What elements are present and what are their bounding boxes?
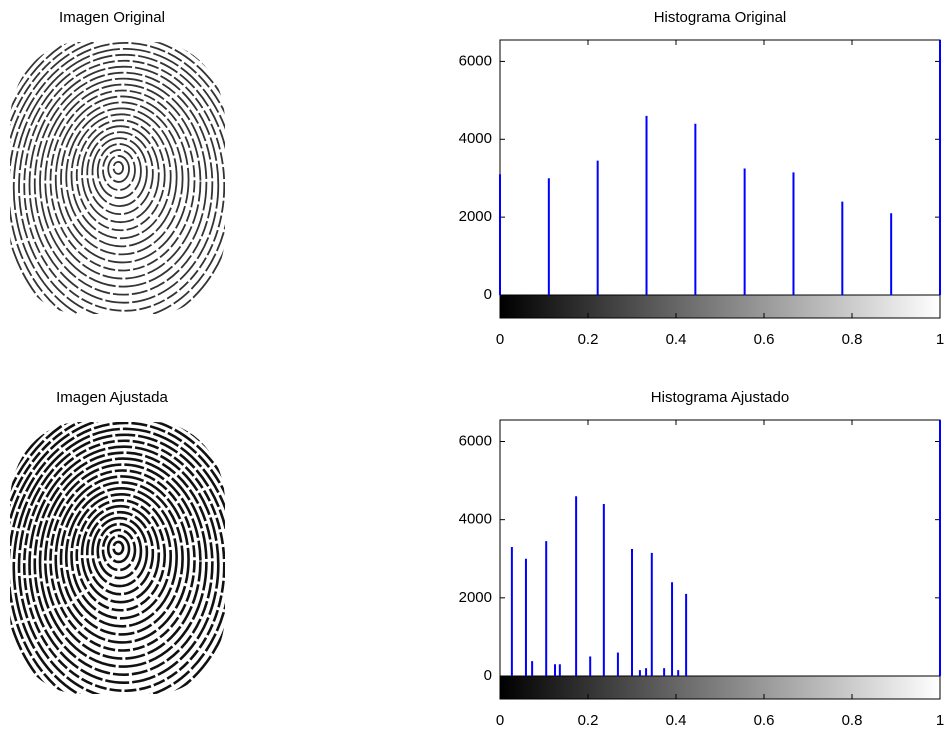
y-tick-label: 2000	[459, 589, 492, 606]
x-tick-label: 0.8	[842, 331, 863, 348]
chart-title: Histograma Ajustado	[651, 389, 789, 406]
x-tick-label: 0.8	[842, 712, 863, 729]
fingerprint-image	[10, 422, 225, 694]
x-tick-label: 1	[936, 712, 944, 729]
y-tick-label: 2000	[459, 208, 492, 225]
axes-box	[499, 39, 941, 296]
chart-title: Histograma Original	[654, 9, 787, 26]
x-tick-label: 0.6	[754, 712, 775, 729]
x-tick-label: 0	[496, 712, 504, 729]
y-tick-label: 6000	[459, 432, 492, 449]
image-title: Imagen Ajustada	[56, 389, 168, 406]
y-tick-label: 6000	[459, 52, 492, 69]
x-tick-label: 0.2	[578, 331, 599, 348]
y-tick-label: 4000	[459, 130, 492, 147]
histogram-axes: Histograma Ajustado 0 2000 4000 6000 0 0.2 0.4 0…	[459, 389, 945, 729]
x-tick-label: 0.2	[578, 712, 599, 729]
y-tick-label: 4000	[459, 511, 492, 528]
colorbar	[499, 675, 941, 700]
x-tick-label: 0.4	[666, 331, 687, 348]
x-tick-label: 1	[936, 331, 944, 348]
x-tick-label: 0.4	[666, 712, 687, 729]
histogram-axes: Histograma Original 0 2000 4000 6000 0 0.2 0.4 0…	[459, 9, 945, 348]
x-tick-label: 0	[496, 331, 504, 348]
y-tick-label: 0	[484, 286, 492, 303]
y-tick-label: 0	[484, 667, 492, 684]
axes-box	[499, 419, 941, 677]
colorbar	[499, 294, 941, 319]
image-title: Imagen Original	[59, 9, 165, 26]
x-tick-label: 0.6	[754, 331, 775, 348]
fingerprint-image	[10, 42, 225, 314]
